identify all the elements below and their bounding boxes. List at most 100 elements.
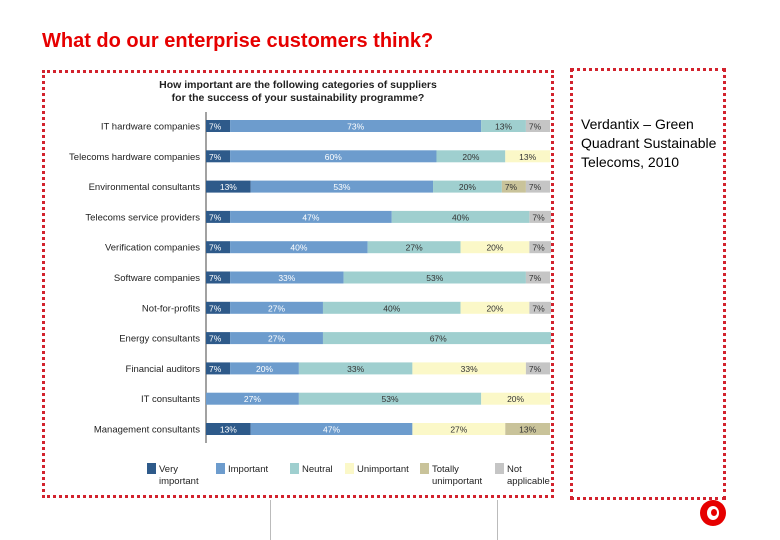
data-label: 67% — [430, 334, 447, 344]
data-label: 20% — [462, 152, 479, 162]
bar-segment — [230, 150, 437, 163]
bar-segment — [206, 150, 231, 163]
bar-segment — [391, 210, 530, 223]
bar-segment — [298, 392, 482, 405]
divider-line — [497, 500, 498, 540]
speechmark-logo-icon — [700, 500, 726, 526]
bar-segment — [343, 271, 526, 284]
legend-label: Important — [228, 464, 268, 475]
data-label: 27% — [268, 303, 285, 313]
data-label: 7% — [529, 182, 542, 192]
stacked-bar-chart: How important are the following categori… — [69, 79, 554, 487]
category-label: Telecoms service providers — [85, 212, 200, 223]
data-label: 20% — [459, 182, 476, 192]
bar-segment — [206, 362, 231, 375]
bar-segment — [230, 362, 299, 375]
chart-title-line: How important are the following categori… — [159, 79, 437, 91]
bar-segment — [206, 210, 231, 223]
data-label: 47% — [302, 212, 319, 222]
data-label: 7% — [529, 273, 542, 283]
bar-segment — [412, 362, 526, 375]
bar-segment — [322, 301, 461, 314]
data-label: 7% — [209, 152, 222, 162]
category-label: Environmental consultants — [89, 182, 201, 193]
data-label: 7% — [505, 182, 518, 192]
data-label: 20% — [486, 243, 503, 253]
bar-segment — [230, 210, 392, 223]
data-label: 13% — [519, 152, 536, 162]
data-label: 7% — [529, 364, 542, 374]
source-panel: Verdantix – Green Quadrant Sustainable T… — [570, 68, 726, 500]
bar-segment — [230, 332, 323, 345]
data-label: 7% — [532, 243, 545, 253]
data-label: 60% — [325, 152, 342, 162]
legend-label: Totally — [432, 464, 459, 475]
data-label: 20% — [256, 364, 273, 374]
bar-segment — [481, 392, 550, 405]
data-label: 20% — [507, 394, 524, 404]
legend-swatch — [495, 463, 504, 474]
data-label: 20% — [486, 303, 503, 313]
bar-segment — [250, 180, 434, 193]
data-label: 33% — [278, 273, 295, 283]
data-label: 40% — [452, 212, 469, 222]
bar-segment — [206, 180, 251, 193]
legend-label: applicable — [507, 476, 550, 487]
category-label: Verification companies — [105, 243, 200, 254]
category-label: IT consultants — [141, 394, 200, 405]
data-label: 40% — [383, 303, 400, 313]
legend-label: important — [159, 476, 199, 487]
legend-swatch — [420, 463, 429, 474]
data-label: 7% — [209, 364, 222, 374]
chart-title-line: for the success of your sustainability p… — [172, 92, 425, 104]
data-label: 7% — [209, 334, 222, 344]
bar-segment — [505, 150, 550, 163]
data-label: 7% — [209, 273, 222, 283]
data-label: 13% — [495, 122, 512, 132]
bar-segment — [230, 241, 368, 254]
data-label: 33% — [347, 364, 364, 374]
bar-segment — [367, 241, 461, 254]
bar-segment — [529, 210, 554, 223]
bar-segment — [206, 423, 251, 435]
bar-segment — [206, 392, 299, 405]
bar-segment — [230, 271, 344, 284]
data-label: 33% — [461, 364, 478, 374]
bar-segment — [206, 271, 231, 284]
bar-segment — [525, 180, 550, 193]
data-label: 13% — [220, 182, 237, 192]
legend-swatch — [147, 463, 156, 474]
bar-segment — [460, 301, 530, 314]
category-label: Financial auditors — [126, 364, 201, 375]
slide-title: What do our enterprise customers think? — [42, 30, 434, 52]
data-label: 7% — [209, 303, 222, 313]
data-label: 7% — [209, 122, 222, 132]
divider-line — [270, 500, 271, 540]
legend-label: Very — [159, 464, 178, 475]
data-label: 53% — [382, 394, 399, 404]
bar-segment — [525, 120, 550, 132]
data-label: 47% — [323, 425, 340, 435]
category-label: IT hardware companies — [101, 122, 200, 133]
bar-segment — [206, 301, 231, 314]
data-label: 13% — [519, 425, 536, 435]
data-label: 7% — [209, 212, 222, 222]
data-label: 7% — [209, 243, 222, 253]
bar-segment — [501, 180, 526, 193]
data-label: 7% — [532, 212, 545, 222]
bar-segment — [433, 180, 502, 193]
bar-segment — [436, 150, 506, 163]
legend-label: Not — [507, 464, 522, 475]
bar-segment — [529, 301, 554, 314]
data-label: 27% — [450, 425, 467, 435]
data-label: 27% — [406, 243, 423, 253]
bar-segment — [322, 332, 554, 345]
legend-label: Unimportant — [357, 464, 409, 475]
bar-segment — [250, 423, 413, 435]
legend-label: Neutral — [302, 464, 333, 475]
bar-segment — [525, 271, 550, 284]
bar-segment — [460, 241, 530, 254]
bar-segment — [505, 423, 550, 435]
bar-segment — [230, 301, 323, 314]
source-citation: Verdantix – Green Quadrant Sustainable T… — [581, 116, 717, 170]
